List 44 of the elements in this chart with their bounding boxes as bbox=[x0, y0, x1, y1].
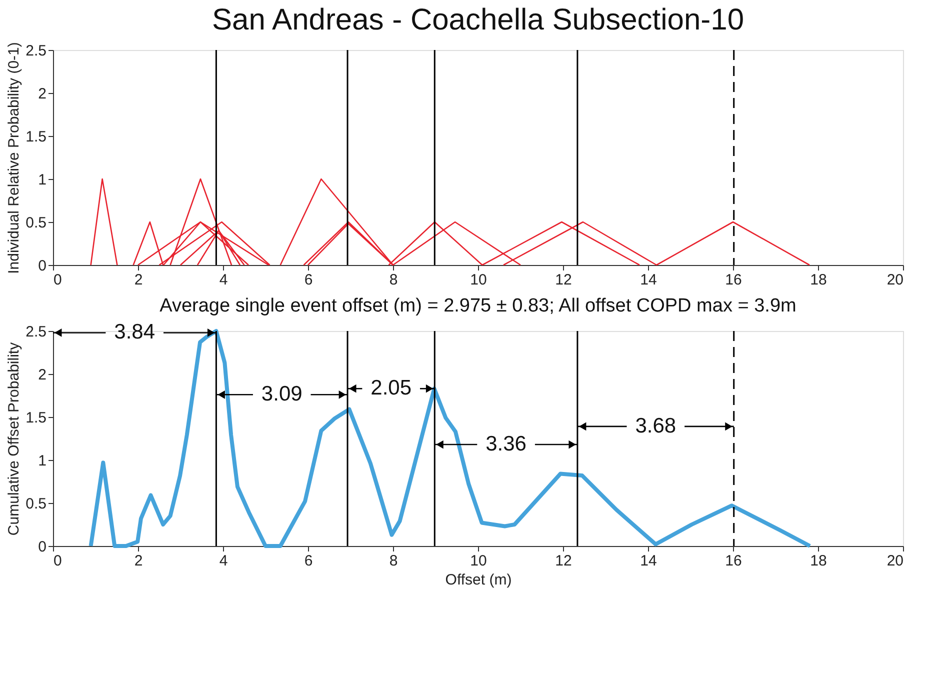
y-axis-title: Cumulative Offset Probability bbox=[6, 342, 23, 536]
x-tick-label: 4 bbox=[219, 272, 228, 288]
annotation: 2.05 bbox=[370, 376, 412, 400]
y-tick-label: 2.5 bbox=[26, 324, 46, 340]
y-axis-title: Individual Relative Probability (0-1) bbox=[6, 42, 23, 274]
x-tick-label: 18 bbox=[810, 272, 827, 288]
y-tick-label: 1 bbox=[38, 452, 46, 470]
x-tick-label: 14 bbox=[640, 552, 657, 570]
x-tick-label: 0 bbox=[54, 272, 62, 288]
x-tick-label: 14 bbox=[640, 272, 657, 288]
annotation: 3.68 bbox=[635, 414, 676, 438]
y-tick-label: 0.5 bbox=[26, 496, 46, 512]
x-tick-label: 16 bbox=[725, 552, 742, 570]
chart-title: San Andreas - Coachella Subsection-10 bbox=[212, 4, 744, 37]
x-axis-title: Offset (m) bbox=[445, 572, 512, 588]
x-tick-label: 20 bbox=[886, 552, 904, 570]
x-tick-label: 2 bbox=[134, 552, 143, 570]
x-tick-label: 18 bbox=[810, 552, 827, 570]
y-tick-label: 1.5 bbox=[26, 410, 46, 426]
y-tick-label: 1 bbox=[38, 172, 46, 188]
y-tick-label: 0.5 bbox=[26, 214, 46, 232]
x-tick-label: 8 bbox=[389, 552, 398, 570]
annotation: 3.84 bbox=[114, 320, 156, 344]
x-tick-label: 2 bbox=[134, 272, 143, 288]
y-tick-label: 0 bbox=[38, 538, 46, 556]
x-tick-label: 10 bbox=[470, 272, 487, 288]
x-tick-label: 10 bbox=[470, 552, 487, 570]
x-tick-label: 12 bbox=[555, 552, 572, 570]
x-tick-label: 4 bbox=[219, 552, 228, 570]
y-tick-label: 2 bbox=[38, 86, 46, 102]
x-tick-label: 12 bbox=[555, 272, 572, 288]
y-tick-label: 0 bbox=[38, 258, 46, 274]
annotation: 3.09 bbox=[261, 382, 302, 406]
x-tick-label: 6 bbox=[304, 552, 313, 570]
y-tick-label: 1.5 bbox=[26, 128, 46, 146]
chart-title: Average single event offset (m) = 2.975 ± 0.83; All offset COPD max = 3.9m bbox=[160, 296, 796, 317]
annotation: 3.36 bbox=[486, 432, 526, 456]
x-tick-label: 0 bbox=[54, 552, 62, 570]
y-tick-label: 2 bbox=[38, 366, 46, 384]
x-tick-label: 20 bbox=[886, 272, 904, 288]
x-tick-label: 16 bbox=[725, 272, 742, 288]
x-tick-label: 8 bbox=[389, 272, 398, 288]
x-tick-label: 6 bbox=[304, 272, 313, 288]
y-tick-label: 2.5 bbox=[26, 42, 46, 60]
